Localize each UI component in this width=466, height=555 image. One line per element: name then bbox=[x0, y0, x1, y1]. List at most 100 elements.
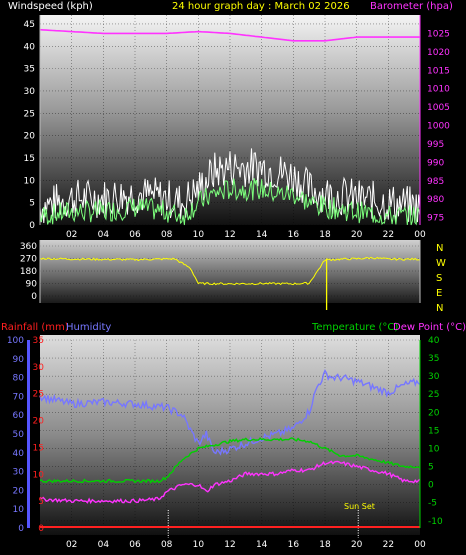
dir-label-e: E bbox=[436, 288, 442, 299]
temp-xtick-label: 06 bbox=[129, 540, 141, 550]
wind-xtick-label: 06 bbox=[129, 230, 141, 240]
humidity-ytick-label: 40 bbox=[13, 449, 25, 459]
barometer-line bbox=[39, 28, 420, 42]
rain-ytick-label: 5 bbox=[38, 497, 44, 507]
temp-xtick-label: 02 bbox=[66, 540, 77, 550]
humidity-ytick-label: 10 bbox=[13, 505, 25, 515]
wind-grid bbox=[40, 15, 421, 226]
temp-ytick-label: -5 bbox=[428, 499, 437, 509]
wind-xtick-label: 08 bbox=[161, 230, 173, 240]
temp-ytick-label: 20 bbox=[428, 408, 440, 418]
windspeed-axis-title: Windspeed (kph) bbox=[8, 1, 93, 12]
temp-xtick-label: 08 bbox=[161, 540, 173, 550]
temp-xtick-label: 16 bbox=[288, 540, 300, 550]
wind-direction-line bbox=[39, 256, 421, 286]
dir-ytick-label: 0 bbox=[31, 292, 37, 302]
rain-ytick-label: 0 bbox=[38, 524, 44, 534]
wind-axes: 0510152025303540459759809859909951000100… bbox=[24, 15, 450, 240]
dir-label-n-bottom: N bbox=[436, 303, 443, 314]
temp-xtick-label: 20 bbox=[351, 540, 363, 550]
temp-axes: -10-505101520253035400102030405060708090… bbox=[7, 336, 443, 550]
humidity-ytick-label: 0 bbox=[18, 524, 24, 534]
temp-ytick-label: 5 bbox=[428, 463, 434, 473]
temp-xtick-label: 04 bbox=[98, 540, 110, 550]
dir-label-n-top: N bbox=[436, 243, 443, 254]
barometer-ytick-label: 980 bbox=[427, 195, 444, 205]
temp-ytick-label: 25 bbox=[428, 390, 439, 400]
rain-ytick-label: 35 bbox=[33, 336, 44, 346]
temp-series bbox=[39, 369, 421, 538]
wind-ytick-label: 0 bbox=[29, 221, 35, 231]
barometer-ytick-label: 1020 bbox=[427, 48, 450, 58]
rain-ytick-label: 20 bbox=[33, 417, 45, 427]
temperature-line bbox=[39, 437, 421, 484]
wind-ytick-label: 40 bbox=[24, 42, 36, 52]
temp-xtick-label: 18 bbox=[319, 540, 331, 550]
dir-ytick-label: 360 bbox=[20, 242, 37, 252]
wind-xtick-label: 14 bbox=[256, 230, 268, 240]
humidity-ytick-label: 100 bbox=[7, 336, 24, 346]
direction-axes: 0 90 180 270 360 bbox=[20, 240, 421, 303]
wind-xtick-label: 00 bbox=[414, 230, 426, 240]
wind-ytick-label: 45 bbox=[24, 20, 35, 30]
barometer-ytick-label: 985 bbox=[427, 177, 444, 187]
dewpoint-line bbox=[39, 460, 421, 505]
direction-panel-bg bbox=[40, 240, 420, 303]
temp-xtick-label: 10 bbox=[193, 540, 205, 550]
dir-ytick-label: 90 bbox=[26, 280, 38, 290]
wind-ytick-label: 15 bbox=[24, 154, 35, 164]
barometer-ytick-label: 1000 bbox=[427, 122, 450, 132]
wind-ytick-label: 30 bbox=[24, 87, 36, 97]
wind-ytick-label: 10 bbox=[24, 176, 36, 186]
barometer-ytick-label: 1010 bbox=[427, 85, 450, 95]
barometer-ytick-label: 1015 bbox=[427, 66, 450, 76]
barometer-ytick-label: 975 bbox=[427, 214, 444, 224]
wind-xtick-label: 10 bbox=[193, 230, 205, 240]
barometer-ytick-label: 1005 bbox=[427, 103, 450, 113]
wind-average-line bbox=[39, 178, 421, 226]
humidity-line bbox=[39, 369, 421, 456]
temp-xtick-label: 12 bbox=[224, 540, 235, 550]
wind-xtick-label: 12 bbox=[224, 230, 235, 240]
humidity-ytick-label: 30 bbox=[13, 468, 25, 478]
dir-label-w: W bbox=[436, 258, 446, 269]
rain-ytick-label: 25 bbox=[33, 390, 44, 400]
temp-ytick-label: 10 bbox=[428, 444, 440, 454]
dir-ytick-label: 180 bbox=[20, 267, 37, 277]
wind-xtick-label: 22 bbox=[383, 230, 394, 240]
temp-xtick-label: 00 bbox=[414, 540, 426, 550]
sunset-label: Sun Set bbox=[344, 502, 375, 511]
humidity-axis-bar bbox=[27, 340, 30, 528]
rain-ytick-label: 10 bbox=[33, 470, 45, 480]
temp-ytick-label: 35 bbox=[428, 354, 439, 364]
barometer-ytick-label: 990 bbox=[427, 158, 444, 168]
rain-ytick-label: 30 bbox=[33, 363, 45, 373]
dir-label-s: S bbox=[436, 273, 442, 284]
temperature-axis-title: Temperature (°C) bbox=[311, 322, 398, 333]
humidity-ytick-label: 20 bbox=[13, 486, 25, 496]
humidity-axis-title: Humidity bbox=[66, 322, 111, 333]
barometer-ytick-label: 995 bbox=[427, 140, 444, 150]
wind-xtick-label: 20 bbox=[351, 230, 363, 240]
temp-ytick-label: 40 bbox=[428, 336, 440, 346]
wind-xtick-label: 02 bbox=[66, 230, 77, 240]
temp-xtick-label: 14 bbox=[256, 540, 268, 550]
temp-ytick-label: 30 bbox=[428, 372, 440, 382]
wind-xtick-label: 16 bbox=[288, 230, 300, 240]
humidity-ytick-label: 80 bbox=[13, 374, 25, 384]
wind-ytick-label: 25 bbox=[24, 109, 35, 119]
wind-xtick-label: 18 bbox=[319, 230, 331, 240]
dir-ytick-label: 270 bbox=[20, 255, 37, 265]
dewpoint-axis-title: Dew Point (°C) bbox=[393, 322, 466, 333]
humidity-ytick-label: 90 bbox=[13, 355, 25, 365]
wind-gust-line bbox=[39, 148, 421, 224]
temp-xtick-label: 22 bbox=[383, 540, 394, 550]
humidity-ytick-label: 60 bbox=[13, 411, 25, 421]
rain-ytick-label: 15 bbox=[33, 443, 44, 453]
humidity-ytick-label: 70 bbox=[13, 392, 25, 402]
barometer-axis-title: Barometer (hpa) bbox=[370, 1, 453, 12]
temp-ytick-label: 15 bbox=[428, 426, 439, 436]
rainfall-axis-title: Rainfall (mm) bbox=[1, 322, 69, 333]
